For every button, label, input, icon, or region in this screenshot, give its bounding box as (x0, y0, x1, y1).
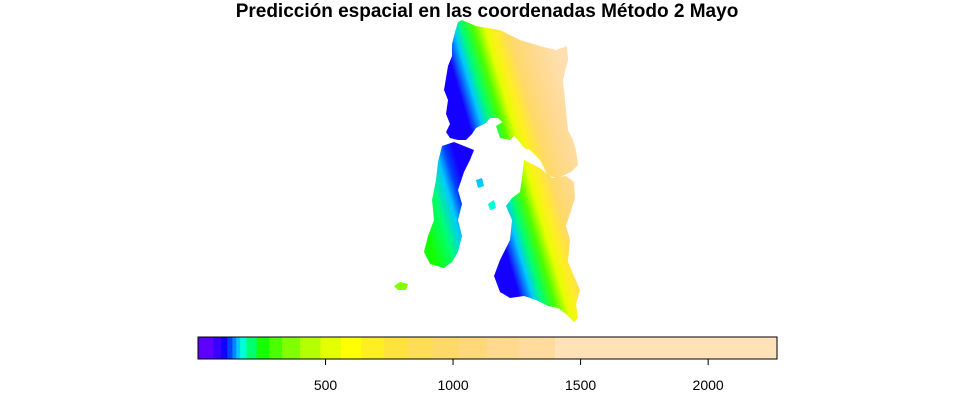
map-region-islet (476, 178, 484, 188)
colorbar-bin (300, 337, 322, 359)
colorbar-bin (269, 337, 283, 359)
colorbar-bin (361, 337, 385, 359)
colorbar-tick-label: 2000 (693, 377, 724, 393)
colorbar-tick-label: 1500 (565, 377, 596, 393)
colorbar-bin (232, 337, 237, 359)
map-region-island (424, 142, 474, 268)
map-region-north (444, 20, 578, 178)
prediction-map (394, 20, 580, 322)
map-region-south (494, 160, 580, 322)
colorbar-bin (240, 337, 248, 359)
colorbar-bin (555, 337, 778, 359)
colorbar-tick-label: 500 (314, 377, 338, 393)
colorbar-bin (432, 337, 459, 359)
colorbar-bin (458, 337, 487, 359)
colorbar-frame (197, 336, 778, 360)
colorbar-bin (519, 337, 556, 359)
colorbar-bin (407, 337, 434, 359)
colorbar-bin (320, 337, 342, 359)
colorbar-bin (384, 337, 408, 359)
colorbar-bin (282, 337, 301, 359)
chart-title: Predicción espacial en las coordenadas M… (236, 1, 739, 22)
colorbar (198, 337, 778, 359)
map-region-islet (394, 282, 408, 290)
colorbar-bin (256, 337, 271, 359)
map-region-bay-island (496, 120, 516, 140)
colorbar-bin (198, 337, 214, 359)
colorbar-bin (227, 337, 234, 359)
colorbar-bin (246, 337, 258, 359)
colorbar-bin (220, 337, 228, 359)
colorbar-bin (236, 337, 241, 359)
colorbar-axis: 500 1000 1500 2000 (314, 359, 724, 393)
colorbar-bin (213, 337, 222, 359)
colorbar-tick-label: 1000 (437, 377, 468, 393)
colorbar-bin (340, 337, 362, 359)
colorbar-bin (486, 337, 520, 359)
map-region-islet (488, 200, 496, 210)
